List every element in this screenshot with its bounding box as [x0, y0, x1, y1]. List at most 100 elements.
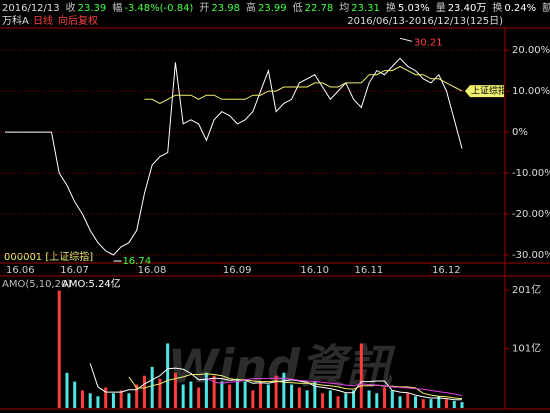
volume-bar: [305, 390, 309, 408]
volume-bar: [383, 387, 387, 408]
volume-bar: [104, 387, 108, 408]
volume-bar: [274, 375, 278, 408]
volume-bar: [135, 384, 139, 408]
header-label: 均: [339, 2, 349, 14]
x-tick-label: 16.08: [138, 265, 167, 276]
volume-bar: [328, 390, 332, 408]
volume-bar: [73, 381, 77, 408]
header-date: 2016/12/13: [2, 3, 60, 14]
volume-bar: [321, 393, 325, 408]
header-value: 0.24%: [504, 3, 536, 14]
x-tick-label: 16.12: [432, 265, 461, 276]
volume-bar: [220, 381, 224, 408]
header-value: -3.48%(-0.84): [124, 3, 193, 14]
volume-bar: [158, 378, 162, 408]
volume-bar: [80, 390, 84, 408]
volume-bar: [406, 393, 410, 408]
header-label: 量: [436, 2, 446, 14]
volume-bar: [119, 390, 123, 408]
y-tick-label: 20.00%: [512, 45, 550, 56]
index-label: 000001 [上证综指]: [4, 250, 93, 263]
header-value: 23.39: [78, 3, 107, 14]
header-label: 额: [542, 1, 550, 14]
header-value: 23.40万: [448, 3, 487, 14]
series-line: [206, 377, 463, 397]
volume-bar: [173, 372, 177, 408]
volume-bar: [398, 396, 402, 408]
legend-tag: [465, 85, 504, 98]
legend-label: 上证综指: [471, 85, 507, 97]
volume-bar: [96, 396, 100, 408]
volume-bar: [88, 393, 92, 408]
volume-bar: [212, 375, 216, 408]
volume-bar: [197, 387, 201, 408]
volume-title: AMO(5,10,20): [2, 279, 71, 290]
volume-bar: [166, 343, 170, 408]
volume-bar: [445, 399, 449, 408]
header-value: 23.99: [258, 3, 287, 14]
min-annotation: 16.74: [122, 256, 151, 267]
volume-bar: [282, 372, 286, 408]
header-value: 23.31: [351, 3, 380, 14]
y-tick-label: 0%: [512, 127, 528, 138]
x-tick-label: 16.06: [6, 265, 35, 276]
volume-bar: [429, 399, 433, 408]
volume-subtitle: AMO:5.24亿: [62, 277, 121, 290]
volume-bar: [228, 384, 232, 408]
volume-bar: [359, 343, 363, 408]
volume-bar: [57, 290, 61, 408]
volume-bar: [460, 402, 464, 408]
x-tick-label: 16.10: [300, 265, 329, 276]
stock-name: 万科A: [2, 14, 29, 27]
header-label: 幅: [112, 1, 122, 14]
y-tick-label: -20.00%: [512, 209, 550, 220]
header-value: 23.98: [211, 3, 240, 14]
volume-bar: [297, 387, 301, 408]
volume-bar: [313, 381, 317, 408]
volume-bar: [421, 399, 425, 408]
header-value: 22.78: [305, 3, 334, 14]
volume-bar: [375, 393, 379, 408]
volume-bar: [243, 381, 247, 408]
volume-bar: [189, 381, 193, 408]
header-label: 换: [386, 1, 396, 14]
volume-bar: [290, 384, 294, 408]
date-range: 2016/06/13-2016/12/13(125日): [347, 16, 503, 27]
series-line: [128, 373, 463, 400]
volume-bar: [127, 393, 131, 408]
adjust-mode: 向后复权: [58, 14, 98, 27]
y-tick-label: 10.00%: [512, 86, 550, 97]
y-tick-label: 201亿: [512, 283, 541, 296]
volume-bar: [251, 390, 255, 408]
series-line: [89, 363, 462, 401]
y-tick-label: 101亿: [512, 342, 541, 355]
header-value: 5.03%: [398, 3, 430, 14]
volume-bar: [352, 390, 356, 408]
header-label: 高: [246, 1, 256, 14]
header-label: 低: [293, 1, 303, 14]
volume-bar: [235, 378, 239, 408]
volume-bar: [452, 400, 456, 408]
volume-bar: [437, 396, 441, 408]
volume-bar: [367, 390, 371, 408]
volume-bar: [65, 372, 69, 408]
x-tick-label: 16.09: [223, 265, 252, 276]
volume-bar: [390, 390, 394, 408]
volume-bar: [204, 372, 208, 408]
y-tick-label: -10.00%: [512, 168, 550, 179]
x-tick-label: 16.07: [60, 265, 89, 276]
volume-bar: [259, 381, 263, 408]
series-line: [144, 65, 463, 104]
volume-bar: [150, 366, 154, 408]
volume-bar: [181, 384, 185, 408]
header-label: 换: [492, 1, 502, 14]
header-label: 开: [199, 3, 209, 14]
volume-bar: [142, 375, 146, 408]
header-label: 收: [66, 1, 76, 14]
period: 日线: [33, 14, 53, 27]
volume-bar: [336, 396, 340, 408]
volume-bar: [266, 384, 270, 408]
series-line: [5, 57, 463, 256]
volume-bar: [414, 396, 418, 408]
